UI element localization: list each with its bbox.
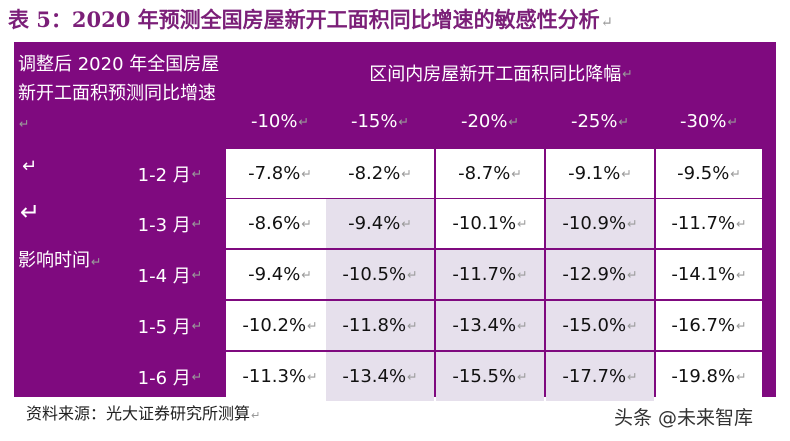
row-label: 1-4 月 ↵ xyxy=(137,265,203,287)
left-label: 影响时间↵ xyxy=(18,250,102,271)
table-cell: -8.2% ↵ xyxy=(326,149,434,198)
table-cell: -13.4% ↵ xyxy=(326,352,434,401)
return-mark: ↵ xyxy=(20,198,41,226)
row-label: 1-2 月 ↵ xyxy=(137,164,203,186)
table-cell: -13.4% ↵ xyxy=(436,301,544,350)
table-cell: -10.5% ↵ xyxy=(326,250,434,299)
header-main: 区间内房屋新开工面积同比降幅 ↵ xyxy=(369,64,633,85)
row-label: 1-3 月 ↵ xyxy=(137,214,203,236)
table-cell: -8.7% ↵ xyxy=(436,149,544,198)
table-cell: -9.5% ↵ xyxy=(656,149,762,198)
column-header: -10% ↵ xyxy=(250,110,310,132)
table-cell: -15.0% ↵ xyxy=(546,301,654,350)
return-mark: ↵ xyxy=(22,156,38,177)
table-cell: -16.7% ↵ xyxy=(656,301,762,350)
table-cell: -12.9% ↵ xyxy=(546,250,654,299)
row-label: 1-5 月 ↵ xyxy=(137,316,203,338)
table-cell: -10.2% ↵ xyxy=(226,301,334,350)
table-cell: -9.4% ↵ xyxy=(326,199,434,248)
table-title: 表 5：2020 年预测全国房屋新开工面积同比增速的敏感性分析↵ xyxy=(8,7,613,32)
table-cell: -11.3% ↵ xyxy=(226,352,334,401)
column-header: -30% ↵ xyxy=(679,110,739,132)
column-header: -25% ↵ xyxy=(570,110,630,132)
watermark: 头条 @未来智库 xyxy=(614,407,754,429)
table-cell: -11.7% ↵ xyxy=(656,199,762,248)
table-cell: -11.8% ↵ xyxy=(326,301,434,350)
table-cell: -8.6% ↵ xyxy=(226,199,334,248)
row-label: 1-6 月 ↵ xyxy=(137,367,203,389)
table-cell: -10.9% ↵ xyxy=(546,199,654,248)
table-cell: -9.1% ↵ xyxy=(546,149,654,198)
column-header: -20% ↵ xyxy=(460,110,520,132)
table-cell: -9.4% ↵ xyxy=(226,250,334,299)
table-cell: -17.7% ↵ xyxy=(546,352,654,401)
table-cell: -11.7% ↵ xyxy=(436,250,544,299)
source-note: 资料来源：光大证券研究所测算↵ xyxy=(26,404,261,423)
table-cell: -7.8% ↵ xyxy=(226,149,334,198)
column-header: -15% ↵ xyxy=(350,110,410,132)
sensitivity-table: 调整后 2020 年全国房屋新开工面积预测同比增速↵ 区间内房屋新开工面积同比降… xyxy=(14,42,776,401)
table-cell: -14.1% ↵ xyxy=(656,250,762,299)
table-cell: -10.1% ↵ xyxy=(436,199,544,248)
corner-label: 调整后 2020 年全国房屋新开工面积预测同比增速↵ xyxy=(18,54,220,131)
table-cell: -19.8% ↵ xyxy=(656,352,762,401)
return-mark: ↵ xyxy=(600,14,613,31)
table-cell: -15.5% ↵ xyxy=(436,352,544,401)
